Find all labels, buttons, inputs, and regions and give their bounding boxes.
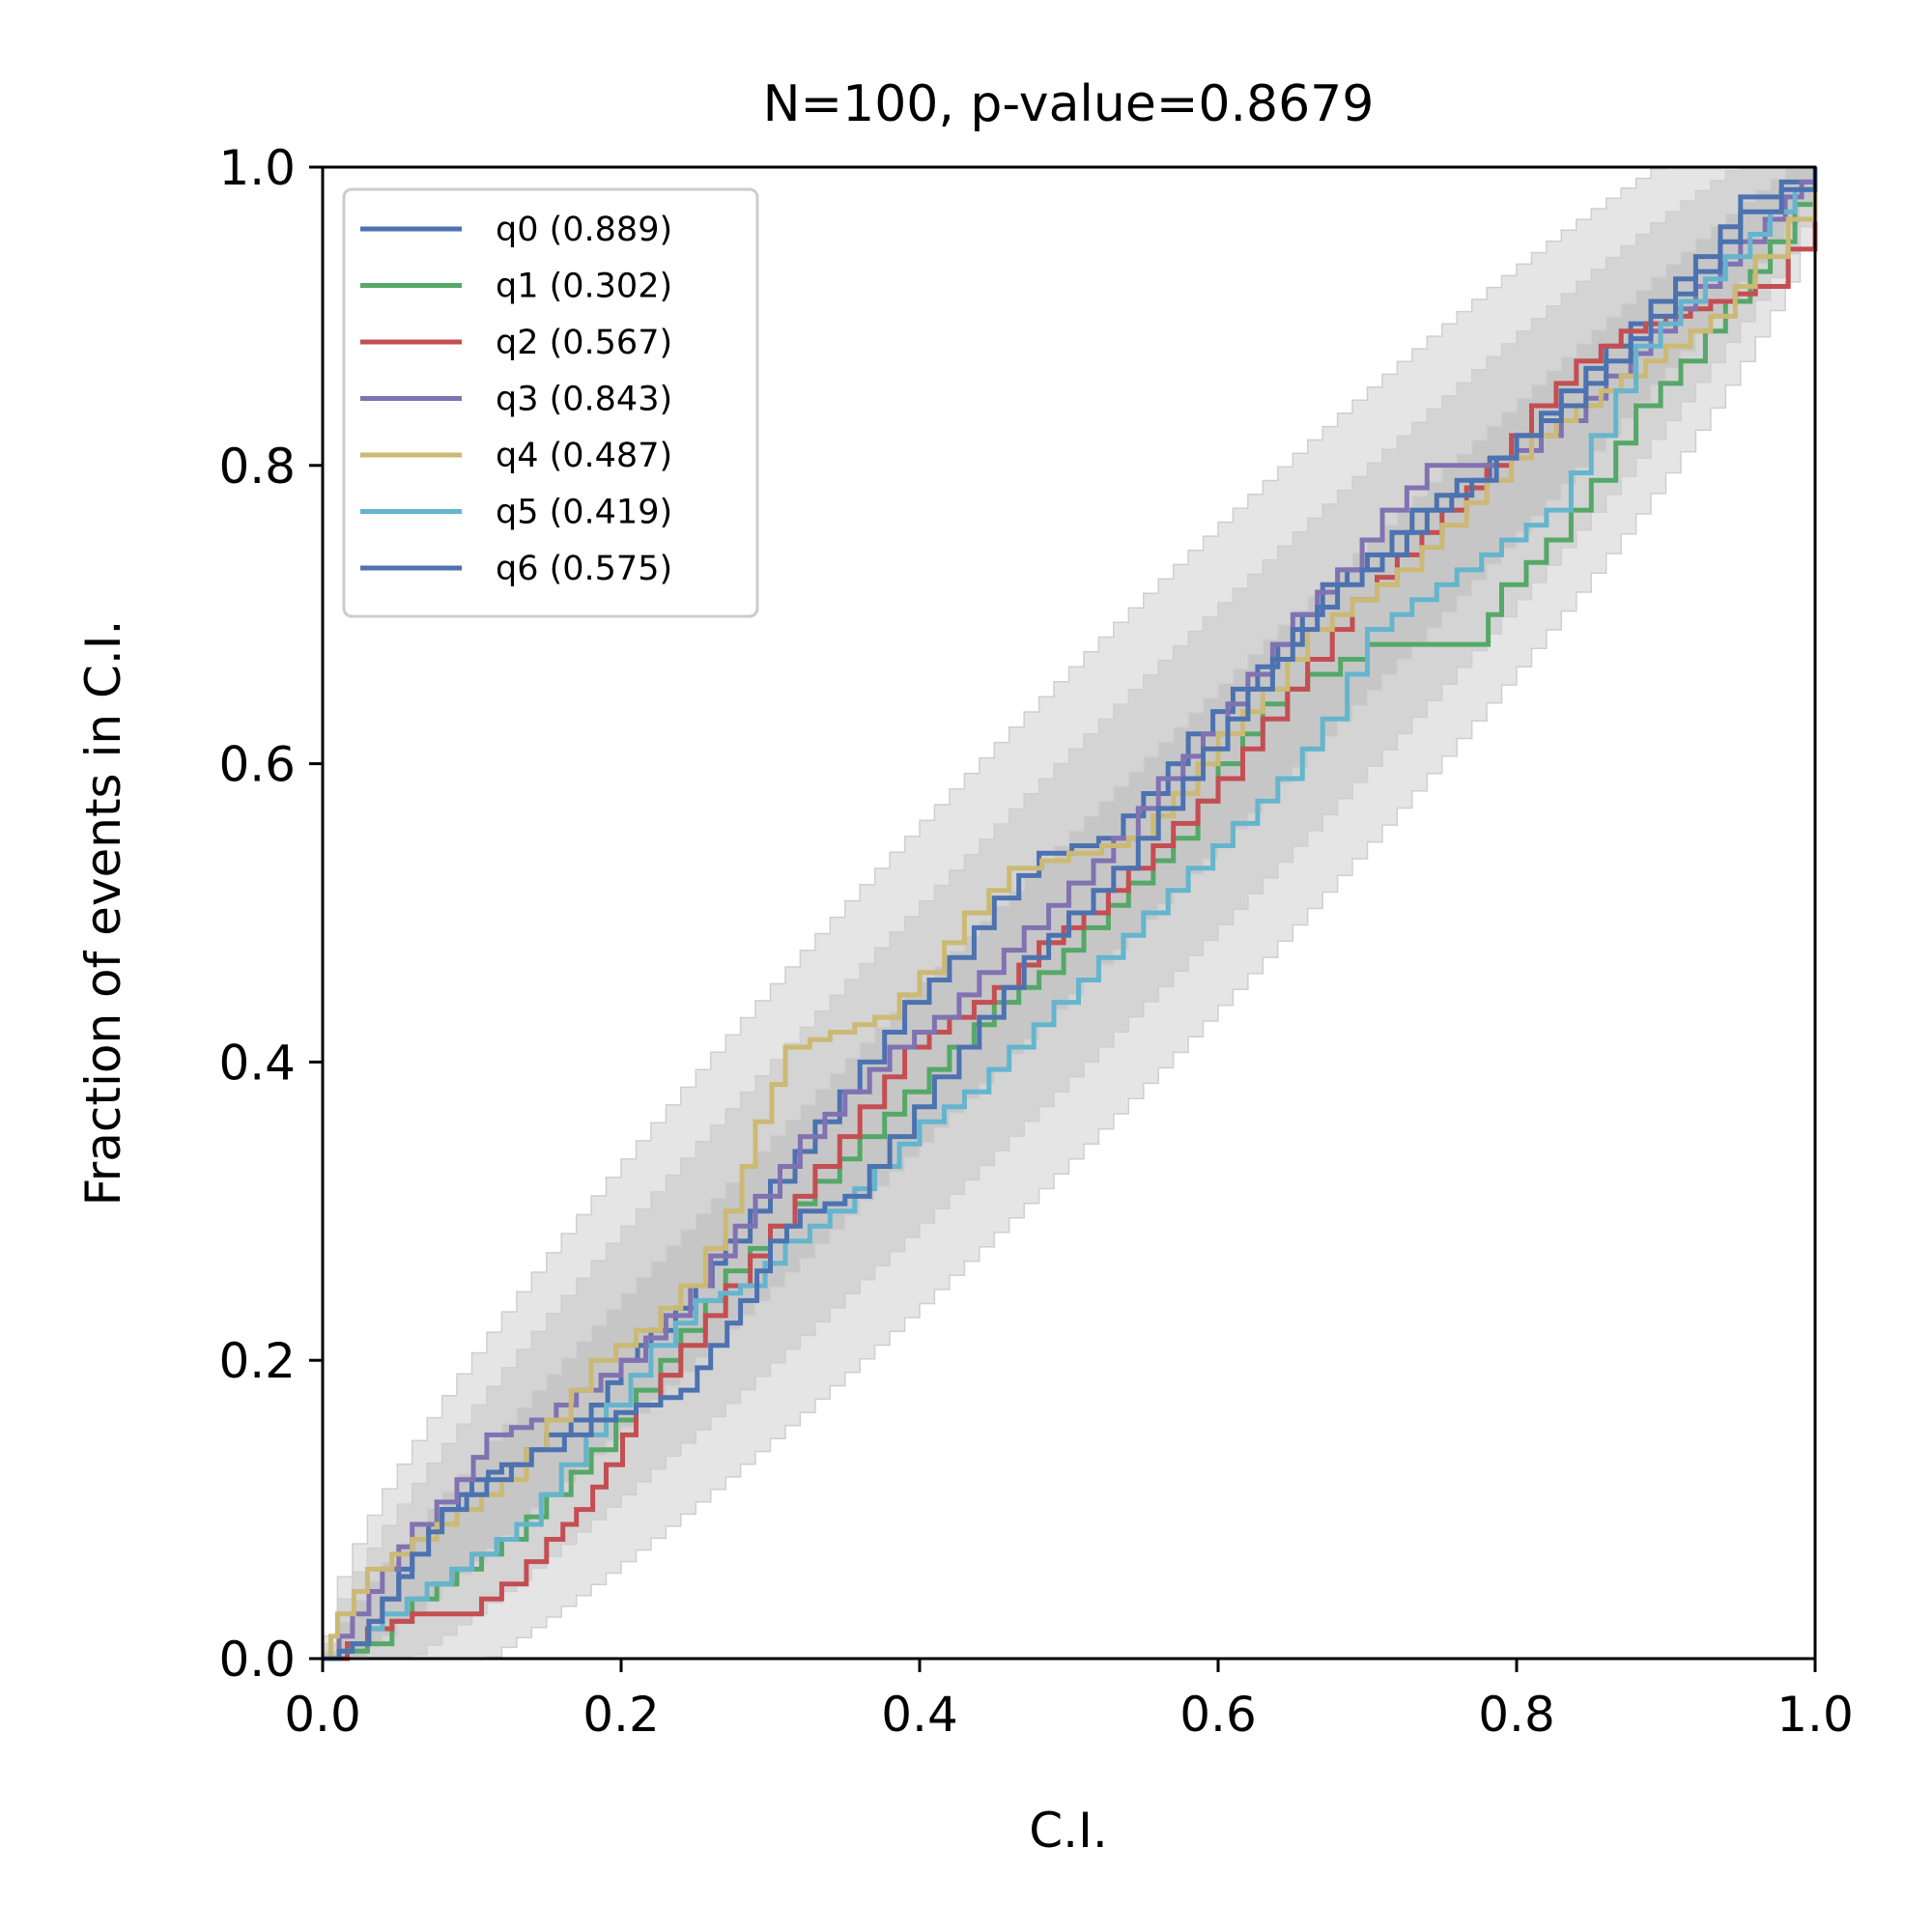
series-line-q6	[323, 167, 1818, 1662]
series-line-q5	[323, 167, 1818, 1662]
x-axis-label: C.I.	[1029, 1803, 1107, 1859]
x-tick-label: 1.0	[1776, 1687, 1854, 1743]
series-line-q1	[323, 167, 1818, 1662]
x-tick-label: 0.4	[881, 1687, 958, 1743]
legend: q0 (0.889) q1 (0.302) q2 (0.567) q3 (0.843)…	[342, 187, 759, 618]
axis-ticks: 0.0 0.2 0.4 0.6 0.8 1.0 0.0 0.2 0.4 0.6 0.8 1.0	[218, 140, 1853, 1743]
legend-label-q6: q6 (0.575)	[496, 550, 672, 588]
legend-label-q0: q0 (0.889)	[496, 211, 672, 249]
y-tick-label: 0.0	[218, 1632, 296, 1688]
legend-label-q4: q4 (0.487)	[496, 437, 672, 475]
chart-title: N=100, p-value=0.8679	[763, 75, 1375, 133]
legend-label-q2: q2 (0.567)	[496, 324, 672, 362]
y-tick-label: 0.6	[218, 737, 296, 793]
y-tick-label: 0.8	[218, 439, 296, 495]
y-tick-label: 1.0	[218, 140, 296, 196]
x-tick-label: 0.0	[284, 1687, 361, 1743]
legend-label-q1: q1 (0.302)	[496, 268, 672, 306]
x-tick-label: 0.2	[582, 1687, 660, 1743]
y-tick-label: 0.2	[218, 1333, 296, 1389]
y-tick-label: 0.4	[218, 1035, 296, 1091]
plot-frame	[321, 165, 1817, 1661]
legend-label-q5: q5 (0.419)	[496, 494, 672, 532]
legend-label-q3: q3 (0.843)	[496, 381, 672, 419]
series-line-q2	[323, 212, 1818, 1662]
series-layer	[323, 167, 1818, 1662]
x-tick-label: 0.8	[1478, 1687, 1555, 1743]
x-tick-label: 0.6	[1179, 1687, 1257, 1743]
y-axis-label: Fraction of events in C.I.	[75, 620, 131, 1207]
series-line-q3	[323, 167, 1818, 1662]
